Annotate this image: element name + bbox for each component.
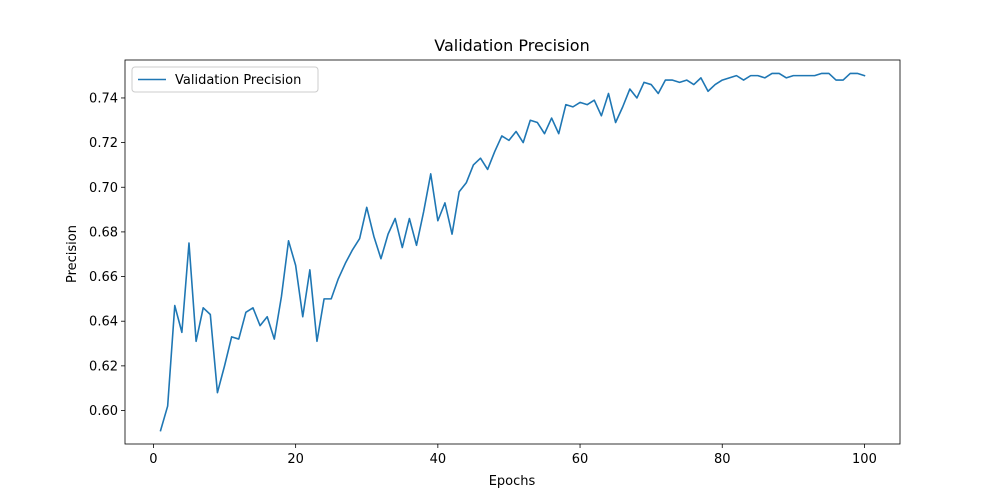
- y-tick-label: 0.68: [89, 225, 118, 240]
- x-tick-label: 0: [149, 452, 157, 467]
- plot-area: 0 20 40 60 80 100 0.60 0.62 0.64 0.66 0.68 0.70 0.72…: [89, 59, 901, 467]
- y-axis-label: Precision: [65, 225, 80, 283]
- x-axis-label: Epochs: [489, 474, 536, 489]
- x-tick-label: 40: [430, 452, 447, 467]
- legend-label: Validation Precision: [175, 73, 301, 88]
- x-tick-label: 100: [852, 452, 877, 467]
- plot-frame: [124, 59, 901, 445]
- y-tick-label: 0.64: [89, 315, 118, 330]
- y-tick-label: 0.60: [89, 404, 118, 419]
- x-tick-label: 80: [714, 452, 731, 467]
- chart-title: Validation Precision: [434, 36, 589, 55]
- x-tick-label: 20: [287, 452, 304, 467]
- series-line: [159, 72, 866, 432]
- y-tick-label: 0.74: [89, 91, 118, 106]
- y-tick-label: 0.70: [89, 181, 118, 196]
- legend-box: [131, 66, 319, 93]
- y-tick-label: 0.62: [89, 359, 118, 374]
- y-tick-label: 0.72: [89, 136, 118, 151]
- y-tick-label: 0.66: [89, 270, 118, 285]
- x-tick-label: 60: [572, 452, 589, 467]
